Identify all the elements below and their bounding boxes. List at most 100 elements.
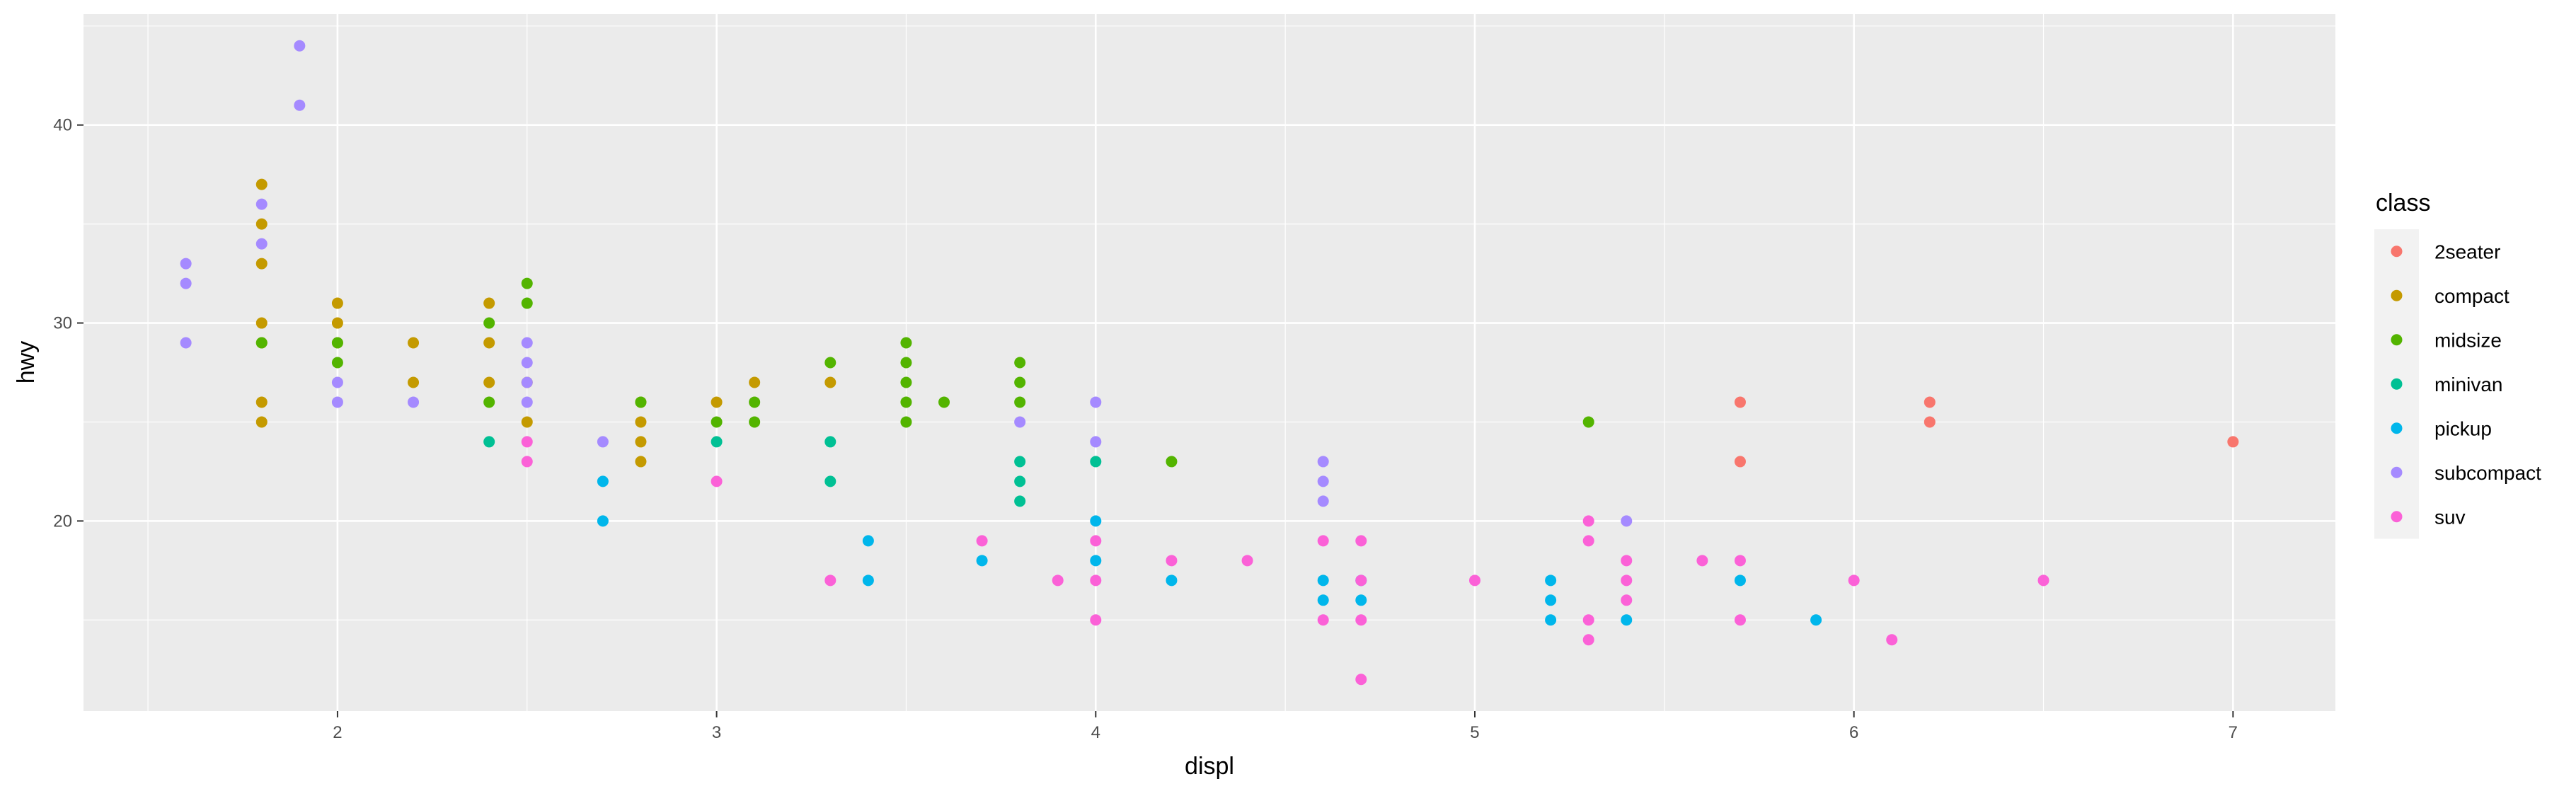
- data-point-pickup: [1545, 575, 1557, 587]
- data-point-midsize: [255, 337, 268, 349]
- data-point-suv: [1468, 575, 1480, 587]
- data-point-pickup: [1090, 555, 1102, 567]
- data-point-subcompact: [255, 198, 268, 210]
- x-axis-ticks: 2 3 4 5 6 7: [333, 711, 2238, 742]
- data-point-midsize: [635, 396, 647, 408]
- data-point-midsize: [483, 317, 495, 329]
- data-point-pickup: [1810, 614, 1822, 626]
- data-point-subcompact: [331, 396, 343, 408]
- data-point-compact: [635, 416, 647, 428]
- data-point-suv: [1886, 634, 1898, 646]
- data-point-minivan: [1090, 456, 1102, 468]
- y-tick-label: 30: [53, 314, 72, 333]
- data-point-2seater: [1734, 396, 1746, 408]
- legend-label-midsize: midsize: [2434, 329, 2502, 351]
- legend-label-minivan: minivan: [2434, 374, 2502, 396]
- data-point-compact: [408, 376, 420, 388]
- data-point-minivan: [1014, 456, 1026, 468]
- data-point-suv: [1241, 555, 1253, 567]
- data-point-subcompact: [1317, 456, 1329, 468]
- legend-key-2seater: [2391, 246, 2403, 258]
- x-tick-label: 7: [2229, 723, 2238, 742]
- legend-label-2seater: 2seater: [2434, 241, 2500, 262]
- data-point-suv: [1621, 555, 1633, 567]
- data-point-midsize: [749, 416, 761, 428]
- data-point-suv: [1317, 614, 1329, 626]
- data-point-subcompact: [1317, 475, 1329, 487]
- data-point-subcompact: [294, 99, 306, 111]
- data-point-suv: [1582, 634, 1594, 646]
- data-point-subcompact: [408, 396, 420, 408]
- legend-key-compact: [2391, 289, 2403, 301]
- data-point-suv: [1582, 535, 1594, 547]
- data-point-compact: [635, 436, 647, 448]
- data-point-compact: [635, 456, 647, 468]
- data-point-midsize: [1582, 416, 1594, 428]
- data-point-midsize: [938, 396, 950, 408]
- data-point-suv: [824, 575, 836, 587]
- data-point-suv: [1355, 674, 1367, 686]
- data-point-compact: [331, 317, 343, 329]
- y-tick-label: 20: [53, 512, 72, 531]
- x-axis-title: displ: [1185, 753, 1234, 780]
- x-tick-label: 5: [1470, 723, 1479, 742]
- data-point-minivan: [711, 436, 723, 448]
- data-point-midsize: [1014, 376, 1026, 388]
- data-point-compact: [255, 258, 268, 270]
- data-point-compact: [255, 396, 268, 408]
- data-point-pickup: [597, 475, 609, 487]
- data-point-compact: [711, 396, 723, 408]
- data-point-pickup: [1621, 614, 1633, 626]
- y-tick-label: 40: [53, 116, 72, 135]
- y-axis-ticks: 20 30 40: [53, 116, 84, 531]
- data-point-suv: [1848, 575, 1860, 587]
- data-point-suv: [1621, 575, 1633, 587]
- data-point-compact: [255, 317, 268, 329]
- data-point-midsize: [1014, 357, 1026, 369]
- data-point-suv: [1621, 594, 1633, 606]
- data-point-subcompact: [180, 277, 192, 289]
- data-point-midsize: [331, 357, 343, 369]
- data-point-subcompact: [521, 396, 533, 408]
- data-point-midsize: [900, 396, 912, 408]
- data-point-suv: [1734, 614, 1746, 626]
- legend-key-minivan: [2391, 378, 2403, 390]
- data-point-minivan: [1014, 475, 1026, 487]
- data-point-subcompact: [521, 357, 533, 369]
- data-point-compact: [483, 337, 495, 349]
- data-point-subcompact: [1090, 436, 1102, 448]
- data-point-compact: [255, 416, 268, 428]
- data-point-2seater: [2227, 436, 2239, 448]
- data-point-subcompact: [180, 258, 192, 270]
- data-point-midsize: [521, 297, 533, 309]
- data-point-midsize: [900, 357, 912, 369]
- data-point-pickup: [862, 575, 874, 587]
- data-point-suv: [1090, 535, 1102, 547]
- x-tick-label: 4: [1091, 723, 1100, 742]
- data-point-subcompact: [255, 238, 268, 250]
- legend-key-midsize: [2391, 334, 2403, 346]
- data-point-midsize: [1166, 456, 1178, 468]
- data-point-suv: [1355, 614, 1367, 626]
- data-point-suv: [1052, 575, 1064, 587]
- data-point-compact: [483, 376, 495, 388]
- data-point-pickup: [1090, 515, 1102, 527]
- legend-label-pickup: pickup: [2434, 417, 2492, 439]
- data-point-minivan: [824, 475, 836, 487]
- data-point-suv: [1355, 575, 1367, 587]
- legend-label-suv: suv: [2434, 506, 2466, 528]
- data-point-subcompact: [521, 337, 533, 349]
- data-point-midsize: [1014, 396, 1026, 408]
- data-point-subcompact: [1621, 515, 1633, 527]
- data-point-midsize: [331, 337, 343, 349]
- data-point-suv: [1317, 535, 1329, 547]
- data-point-compact: [483, 297, 495, 309]
- legend-title: class: [2376, 190, 2430, 216]
- data-point-midsize: [900, 376, 912, 388]
- data-point-pickup: [1317, 575, 1329, 587]
- data-point-pickup: [1545, 594, 1557, 606]
- data-point-subcompact: [180, 337, 192, 349]
- data-point-subcompact: [294, 40, 306, 52]
- data-point-midsize: [711, 416, 723, 428]
